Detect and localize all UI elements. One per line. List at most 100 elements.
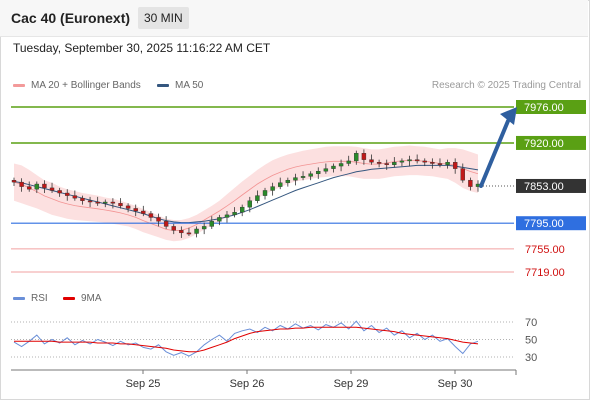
chart-header: Cac 40 (Euronext) 30 MIN	[0, 0, 588, 37]
bb-legend: MA 20 + Bollinger Bands	[13, 80, 141, 91]
candle	[19, 178, 24, 192]
candle	[316, 167, 321, 179]
level-label-4: 7755.00	[525, 244, 565, 256]
candle-body	[255, 195, 260, 201]
candle-body	[179, 230, 184, 234]
candle-body	[392, 162, 397, 165]
candle-body	[262, 190, 268, 196]
candle-body	[300, 176, 306, 178]
candle	[34, 181, 40, 194]
candle	[414, 154, 420, 164]
candle	[57, 187, 62, 197]
candle	[133, 204, 138, 217]
level-label-3: 7795.00	[524, 218, 564, 230]
candle	[422, 158, 427, 167]
candle-body	[452, 162, 458, 169]
candle	[224, 211, 230, 223]
bb-swatch-icon	[13, 83, 25, 87]
candle-body	[209, 221, 214, 227]
candle	[460, 163, 465, 183]
candle	[361, 149, 367, 165]
candle	[194, 226, 199, 238]
candle	[80, 195, 85, 205]
rsi-ma-legend: 9MA	[63, 293, 102, 304]
candle-body	[437, 163, 443, 165]
candle-body	[232, 212, 237, 216]
candle-body	[445, 162, 450, 165]
candle-body	[19, 181, 24, 187]
candle	[27, 181, 32, 192]
candle	[430, 158, 435, 169]
level-label-0: 7976.00	[524, 102, 564, 114]
x-tick-label-2: Sep 29	[334, 378, 369, 390]
candle	[346, 155, 351, 167]
rsi-tick-label-0: 70	[525, 317, 537, 329]
candle	[87, 196, 93, 208]
candle	[217, 214, 222, 226]
candle	[285, 177, 291, 187]
candle-body	[376, 162, 382, 164]
x-tick-label-3: Sep 30	[438, 378, 473, 390]
candle-body	[285, 179, 291, 183]
level-label-1: 7920.00	[524, 138, 564, 150]
candle	[148, 211, 154, 222]
rsi-legend: RSI	[13, 293, 48, 304]
candle-body	[11, 179, 17, 183]
candle-body	[110, 201, 116, 204]
candle	[376, 159, 382, 168]
candle	[468, 177, 473, 191]
candle	[141, 205, 146, 217]
level-tag-3	[516, 216, 586, 231]
bb-legend-label: MA 20 + Bollinger Bands	[31, 80, 141, 91]
credit-text: Research © 2025 Trading Central	[431, 80, 581, 91]
candle-body	[384, 163, 389, 165]
candle-body	[293, 177, 298, 181]
candle-body	[80, 197, 85, 201]
candle-body	[338, 163, 344, 167]
candle	[262, 187, 268, 200]
candle-body	[27, 186, 32, 190]
x-tick-label-1: Sep 26	[230, 378, 265, 390]
candle	[125, 203, 131, 213]
level-tag-2	[516, 178, 586, 193]
candle	[354, 150, 359, 165]
candle	[452, 158, 458, 174]
candle-body	[323, 168, 329, 172]
candle	[163, 216, 169, 229]
candle	[437, 158, 443, 168]
candle	[323, 163, 329, 174]
candle-body	[460, 168, 465, 181]
level-label-5: 7719.00	[525, 267, 565, 279]
candle-body	[361, 153, 367, 160]
candle	[42, 180, 47, 194]
candle-body	[186, 232, 192, 235]
ma50-legend: MA 50	[157, 80, 203, 91]
candle	[300, 171, 306, 181]
candle-body	[118, 203, 123, 207]
candle	[156, 213, 161, 227]
x-tick-label-0: Sep 25	[126, 378, 161, 390]
candle-body	[369, 159, 374, 163]
candle-body	[201, 226, 207, 230]
candle	[209, 216, 214, 229]
rsi-ma-line	[14, 326, 479, 353]
candle	[369, 154, 374, 165]
rsi-line	[13, 320, 479, 357]
candle-body	[141, 210, 146, 214]
candle-body	[65, 192, 70, 196]
candle	[239, 204, 245, 217]
rsi-ma-legend-label: 9MA	[81, 293, 102, 304]
candle-body	[163, 221, 169, 227]
candle	[331, 163, 336, 173]
timeframe-button[interactable]: 30 MIN	[138, 7, 189, 29]
candle	[171, 223, 176, 235]
ma50-legend-label: MA 50	[175, 80, 204, 91]
candle	[338, 159, 344, 172]
candle	[110, 198, 116, 209]
candle	[445, 159, 450, 169]
candle-body	[148, 213, 154, 218]
candle-body	[239, 206, 245, 213]
candle	[255, 190, 260, 204]
candle-body	[308, 173, 313, 177]
